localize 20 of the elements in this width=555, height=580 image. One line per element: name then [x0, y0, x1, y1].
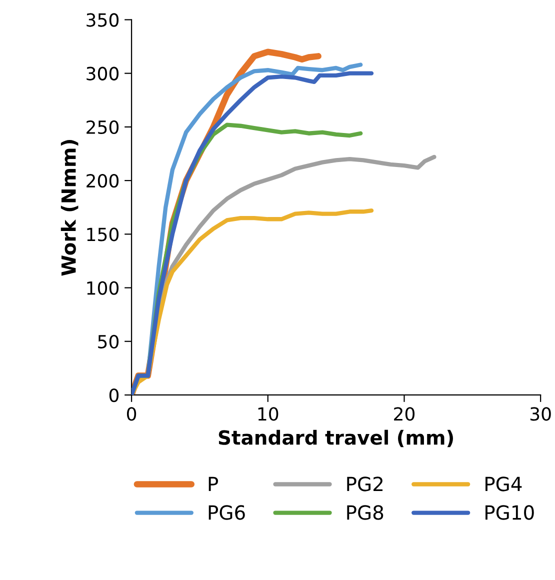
- y-tick-label: 0: [109, 388, 119, 402]
- y-tick-label: 300: [86, 66, 119, 80]
- y-axis-title: Work (Nmm): [60, 140, 78, 276]
- x-tick-label: 0: [126, 407, 136, 421]
- x-tick-label: 30: [530, 407, 551, 421]
- x-axis-title: Standard travel (mm): [218, 430, 453, 448]
- y-tick-label: 200: [86, 174, 119, 188]
- y-tick-label: 350: [86, 13, 119, 27]
- y-tick-label: 50: [98, 334, 119, 348]
- x-tick-label: 20: [394, 407, 415, 421]
- y-tick-label: 250: [86, 120, 119, 134]
- x-tick-label: 10: [258, 407, 278, 421]
- legend-label: PG2: [347, 476, 383, 492]
- legend-label: PG4: [486, 476, 522, 492]
- y-tick-label: 150: [87, 228, 119, 242]
- legend-label: PG8: [347, 505, 384, 520]
- legend-label: PG10: [486, 505, 534, 520]
- legend-label: PG6: [208, 505, 245, 520]
- legend-label: P: [208, 476, 218, 492]
- y-tick-label: 100: [87, 281, 119, 295]
